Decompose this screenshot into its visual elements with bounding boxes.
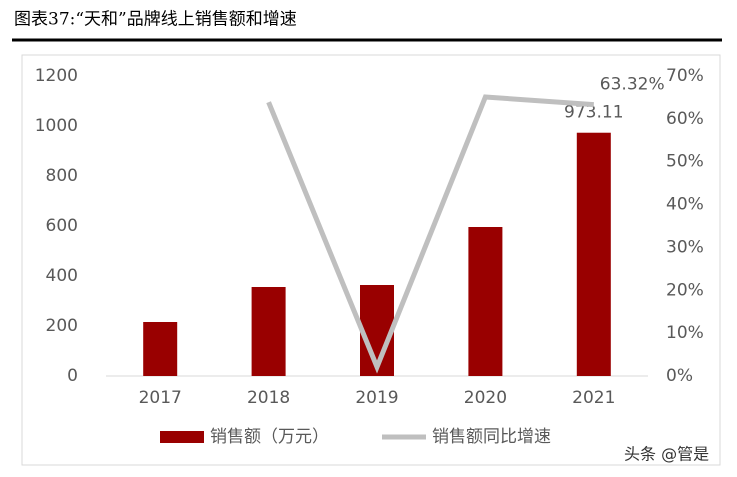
x-tick-label: 2021 (572, 388, 615, 408)
x-tick-label: 2017 (139, 388, 182, 408)
line (266, 94, 594, 374)
y-tick-label: 400 (46, 266, 78, 286)
y-tick-label: 1200 (35, 66, 78, 86)
bar (576, 132, 611, 376)
chart-title: 图表37:“天和”品牌线上销售额和增速 (14, 10, 297, 30)
data-label: 63.32% (600, 75, 665, 95)
y2-tick-label: 40% (666, 195, 704, 215)
y2-tick-label: 50% (666, 152, 704, 172)
y2-tick-label: 30% (666, 237, 704, 257)
y2-tick-label: 60% (666, 109, 704, 129)
legend-label: 销售额（万元） (210, 427, 329, 447)
y2-tick-label: 20% (666, 280, 704, 300)
y-tick-label: 800 (46, 166, 78, 186)
x-tick-label: 2018 (247, 388, 290, 408)
bar (468, 227, 503, 376)
y-tick-label: 600 (46, 216, 78, 236)
x-tick-label: 2019 (355, 388, 398, 408)
chart-frame (21, 54, 721, 466)
legend-swatch (160, 431, 204, 443)
data-label: 973.11 (564, 103, 623, 123)
y-tick-label: 200 (46, 316, 78, 336)
x-tick-label: 2020 (464, 388, 507, 408)
legend-label: 销售额同比增速 (432, 427, 551, 447)
y-tick-label: 1000 (35, 116, 78, 136)
bar (143, 322, 178, 376)
y2-tick-label: 10% (666, 323, 704, 343)
watermark: 头条 @管是 (624, 445, 709, 464)
y2-tick-label: 0% (666, 366, 693, 386)
y-tick-label: 0 (67, 366, 78, 386)
y2-tick-label: 70% (666, 66, 704, 86)
bar (251, 287, 286, 376)
